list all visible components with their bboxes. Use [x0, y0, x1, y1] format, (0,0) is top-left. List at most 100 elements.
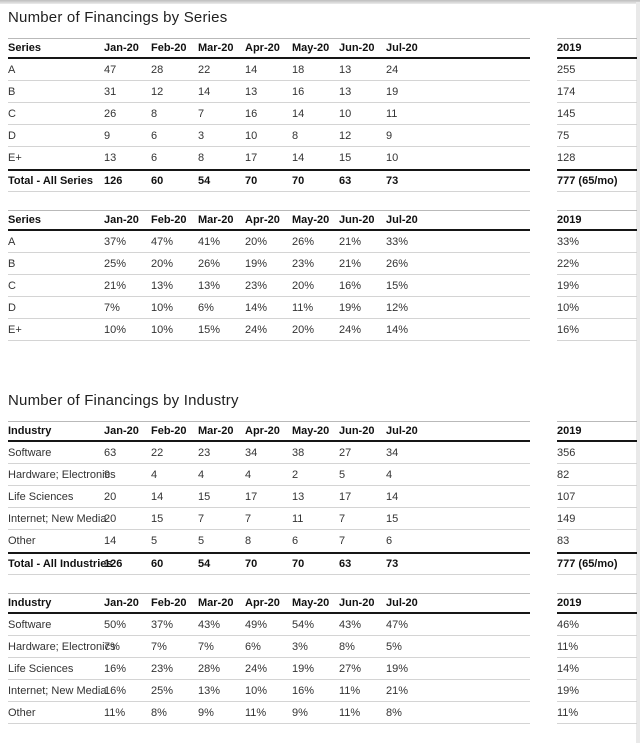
cell-value: 26 — [104, 107, 117, 120]
table-total-row: Total - All Industries 126 60 54 70 70 63 73 777… — [8, 552, 640, 575]
header-main-columns: Industry Jan-20 Feb-20 Mar-20 Apr-20 May-20 J… — [8, 593, 530, 614]
column-header-month: Apr-20 — [245, 425, 280, 437]
cell-value: 70 — [245, 558, 258, 570]
column-header-year: 2019 — [557, 421, 637, 442]
cell-year-value: 19% — [557, 680, 637, 702]
row-main-columns: C 21% 13% 13% 23% 20% 16% 15% — [8, 275, 530, 297]
report-sections: Number of Financings by Series Series Ja… — [8, 10, 640, 724]
row-label: D — [8, 129, 16, 142]
header-main-columns: Industry Jan-20 Feb-20 Mar-20 Apr-20 May-20 J… — [8, 421, 530, 442]
table-row: C 26 8 7 16 14 10 11 145 — [8, 103, 640, 125]
cell-year-value: 22% — [557, 253, 637, 275]
cell-value: 34 — [386, 446, 399, 459]
row-main-columns: D 9 6 3 10 8 12 9 — [8, 125, 530, 147]
cell-value: 14% — [245, 301, 268, 314]
cell-year-value: 356 — [557, 442, 637, 464]
cell-year-value: 33% — [557, 231, 637, 253]
cell-value: 17 — [339, 490, 352, 503]
cell-value: 47% — [151, 235, 174, 248]
data-table: Industry Jan-20 Feb-20 Mar-20 Apr-20 May-20 J… — [8, 421, 640, 575]
cell-value: 20% — [292, 279, 315, 292]
cell-value: 11% — [245, 706, 267, 719]
data-table: Series Jan-20 Feb-20 Mar-20 Apr-20 May-20 Jun… — [8, 38, 640, 192]
cell-value: 26% — [198, 257, 221, 270]
row-label: Internet; New Media — [8, 684, 107, 697]
column-header-month: Jan-20 — [104, 42, 139, 54]
row-label: Software — [8, 446, 52, 459]
header-main-columns: Series Jan-20 Feb-20 Mar-20 Apr-20 May-20 Jun… — [8, 38, 530, 59]
cell-value: 11 — [386, 107, 398, 120]
cell-value: 11% — [104, 706, 126, 719]
table-row: Software 63 22 23 34 38 27 34 356 — [8, 442, 640, 464]
section-title: Number of Financings by Industry — [8, 392, 239, 409]
table-header-row: Series Jan-20 Feb-20 Mar-20 Apr-20 May-20 Jun… — [8, 210, 640, 231]
cell-value: 19% — [339, 301, 362, 314]
cell-value: 28% — [198, 662, 221, 675]
cell-year-value: 255 — [557, 59, 637, 81]
cell-value: 20% — [292, 323, 315, 336]
row-main-columns: Internet; New Media 20 15 7 7 11 7 15 — [8, 508, 530, 530]
table-row: D 9 6 3 10 8 12 9 75 — [8, 125, 640, 147]
section-tables: Industry Jan-20 Feb-20 Mar-20 Apr-20 May-20 J… — [8, 421, 640, 724]
cell-year-value: 19% — [557, 275, 637, 297]
row-main-columns: Internet; New Media 16% 25% 13% 10% 16% 11% 21% — [8, 680, 530, 702]
cell-value: 13 — [104, 152, 117, 164]
cell-value: 14 — [292, 152, 305, 164]
cell-year-value: 11% — [557, 702, 637, 724]
cell-value: 7% — [104, 640, 120, 653]
cell-value: 49% — [245, 618, 268, 631]
row-label: Other — [8, 706, 36, 719]
cell-value: 11% — [292, 301, 314, 314]
cell-value: 4 — [151, 468, 158, 481]
cell-value: 13% — [151, 279, 174, 292]
cell-value: 50% — [104, 618, 127, 631]
row-main-columns: Hardware; Electronics 7% 7% 7% 6% 3% 8% 5% — [8, 636, 530, 658]
row-label: Total - All Series — [8, 175, 93, 187]
cell-value: 2 — [292, 468, 299, 481]
cell-value: 14 — [104, 535, 117, 547]
cell-value: 23% — [245, 279, 268, 292]
cell-value: 15 — [198, 490, 211, 503]
column-header-month: May-20 — [292, 42, 330, 54]
column-header-month: Jun-20 — [339, 425, 375, 437]
cell-value: 28 — [151, 63, 164, 76]
cell-value: 21% — [339, 257, 362, 270]
cell-value: 20 — [104, 490, 117, 503]
cell-value: 14 — [386, 490, 399, 503]
cell-year-value: 107 — [557, 486, 637, 508]
cell-value: 12% — [386, 301, 409, 314]
cell-value: 47 — [104, 63, 117, 76]
report-page: Number of Financings by Series Series Ja… — [8, 10, 640, 724]
cell-value: 24% — [245, 662, 268, 675]
cell-value: 6% — [245, 640, 261, 653]
cell-value: 9 — [104, 468, 111, 481]
section-tables: Series Jan-20 Feb-20 Mar-20 Apr-20 May-20 Jun… — [8, 38, 640, 341]
cell-value: 60 — [151, 175, 164, 187]
column-header-month: Jun-20 — [339, 214, 375, 226]
cell-value: 70 — [292, 558, 305, 570]
column-header-year: 2019 — [557, 593, 637, 614]
table-row: A 47 28 22 14 18 13 24 255 — [8, 59, 640, 81]
row-label: Total - All Industries — [8, 558, 113, 570]
cell-value: 16 — [292, 85, 305, 98]
column-header-month: Jul-20 — [386, 214, 418, 226]
row-label: Life Sciences — [8, 490, 74, 503]
cell-value: 10% — [151, 301, 174, 314]
cell-year-value: 11% — [557, 636, 637, 658]
row-main-columns: A 47 28 22 14 18 13 24 — [8, 59, 530, 81]
cell-value: 16% — [339, 279, 362, 292]
cell-value: 60 — [151, 558, 164, 570]
table-header-row: Industry Jan-20 Feb-20 Mar-20 Apr-20 May-20 J… — [8, 593, 640, 614]
column-header-label: Industry — [8, 597, 52, 609]
row-main-columns: Other 11% 8% 9% 11% 9% 11% 8% — [8, 702, 530, 724]
table-row: Software 50% 37% 43% 49% 54% 43% 47% 46% — [8, 614, 640, 636]
table-row: A 37% 47% 41% 20% 26% 21% 33% 33% — [8, 231, 640, 253]
cell-year-value: 174 — [557, 81, 637, 103]
table-row: Other 11% 8% 9% 11% 9% 11% 8% 11% — [8, 702, 640, 724]
cell-value: 20% — [245, 235, 268, 248]
cell-value: 15 — [386, 512, 399, 525]
row-main-columns: B 31 12 14 13 16 13 19 — [8, 81, 530, 103]
table-row: D 7% 10% 6% 14% 11% 19% 12% 10% — [8, 297, 640, 319]
table-total-row: Total - All Series 126 60 54 70 70 63 73 777 (65… — [8, 169, 640, 192]
cell-value: 13 — [339, 63, 352, 76]
